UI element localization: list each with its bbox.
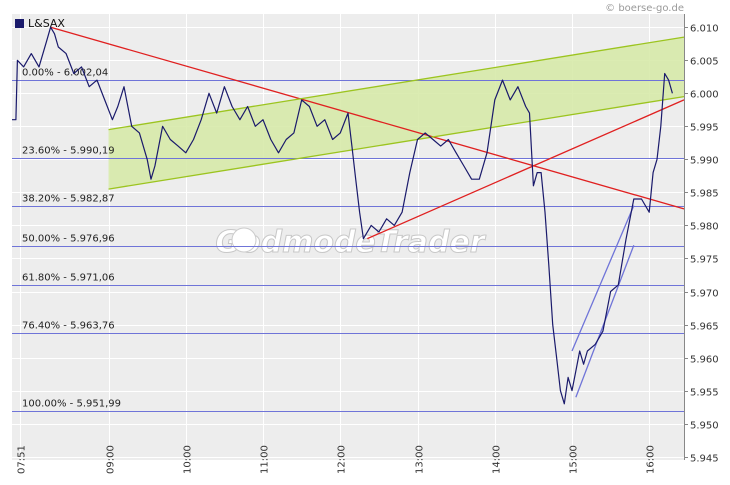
x-tick-label: 16:00 <box>646 445 657 474</box>
trendlines <box>50 26 685 398</box>
y-tick-label: 5.990 <box>690 156 719 167</box>
fibonacci-levels: 0.00% - 6.002,04 23.60% - 5.990,19 38.20% … <box>12 68 684 412</box>
y-tick-label: 5.965 <box>690 322 719 333</box>
green-channel-lower <box>108 95 685 190</box>
copyright-watermark: © boerse-go.de <box>605 3 684 14</box>
legend-swatch <box>15 19 24 28</box>
x-tick-label: 11:00 <box>260 445 271 474</box>
y-tick-label: 6.000 <box>690 90 719 101</box>
y-tick-label: 5.945 <box>690 454 719 465</box>
fib-level-label: 100.00% - 5.951,99 <box>22 399 121 410</box>
x-tick-label: 09:00 <box>106 445 117 474</box>
y-tick-label: 5.955 <box>690 388 719 399</box>
red-falling-trendline <box>50 26 685 210</box>
y-tick-label: 5.995 <box>690 123 719 134</box>
red-rising-trendline <box>367 99 685 240</box>
y-tick-label: 5.975 <box>690 255 719 266</box>
y-tick-label: 5.950 <box>690 421 719 432</box>
godmodetrader-watermark: GodmodeTrader <box>215 225 486 260</box>
y-tick-label: 5.960 <box>690 355 719 366</box>
x-tick-label: 13:00 <box>415 445 426 474</box>
trend-channel <box>108 37 684 190</box>
x-tick-label: 15:00 <box>569 445 580 474</box>
fib-level-label: 76.40% - 5.963,76 <box>22 321 115 332</box>
x-tick-label: 10:00 <box>183 445 194 474</box>
fib-level-label: 23.60% - 5.990,19 <box>22 146 115 157</box>
x-axis: 07:51 09:00 10:00 11:00 12:00 13:00 14:00 15:00… <box>17 445 657 474</box>
price-series <box>12 26 673 405</box>
x-tick-label: 14:00 <box>492 445 503 474</box>
x-tick-label: 07:51 <box>17 445 28 474</box>
y-tick-label: 5.985 <box>690 189 719 200</box>
legend-label: L&SAX <box>28 17 65 30</box>
fib-level-label: 0.00% - 6.002,04 <box>22 68 108 79</box>
blue-wedge-upper <box>571 205 635 352</box>
x-tick-label: 12:00 <box>337 445 348 474</box>
godmodetrader-logo-icon <box>231 227 257 253</box>
y-tick-label: 5.970 <box>690 289 719 300</box>
y-axis: 5.945 5.950 5.955 5.960 5.965 5.970 5.975 5.980… <box>684 24 719 465</box>
fib-level-label: 38.20% - 5.982,87 <box>22 194 115 205</box>
y-tick-label: 5.980 <box>690 222 719 233</box>
green-channel-upper <box>108 36 685 131</box>
legend: L&SAX <box>15 17 65 30</box>
fib-level-label: 50.00% - 5.976,96 <box>22 234 115 245</box>
price-line <box>12 26 673 405</box>
y-tick-label: 6.010 <box>690 24 719 35</box>
y-tick-label: 6.005 <box>690 57 719 68</box>
fib-level-label: 61.80% - 5.971,06 <box>22 273 115 284</box>
channel-fill <box>108 37 684 190</box>
